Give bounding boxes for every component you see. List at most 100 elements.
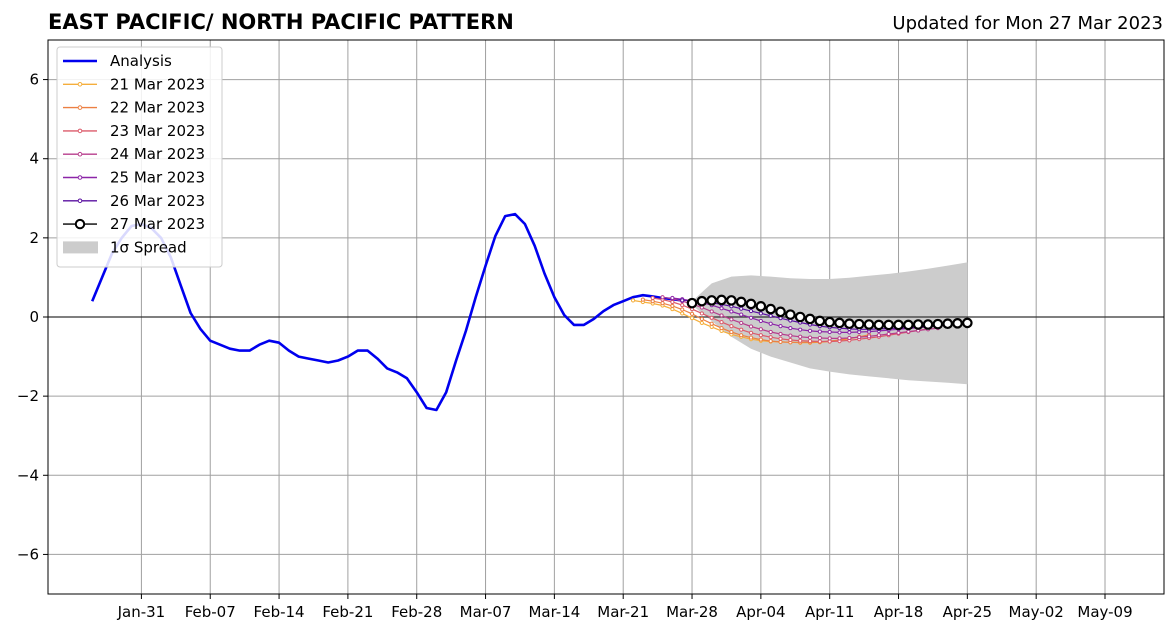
forecast-point bbox=[670, 303, 675, 309]
forecast-point bbox=[699, 311, 704, 316]
forecast-series-24-mar-2023 bbox=[660, 295, 940, 341]
legend-box bbox=[56, 46, 223, 268]
forecast-point bbox=[873, 319, 885, 331]
forecast-point bbox=[876, 333, 881, 338]
forecast-point bbox=[689, 311, 695, 316]
legend-swatch bbox=[63, 241, 98, 254]
forecast-point bbox=[837, 330, 842, 335]
forecast-point bbox=[748, 308, 754, 314]
forecast-point bbox=[932, 318, 944, 330]
forecast-point bbox=[798, 334, 803, 339]
forecast-point bbox=[748, 335, 754, 340]
legend-marker bbox=[77, 105, 83, 110]
forecast-series-27-mar-2023 bbox=[686, 294, 973, 331]
forecast-point bbox=[794, 311, 806, 323]
chart-title: EAST PACIFIC/ NORTH PACIFIC PATTERN bbox=[48, 10, 514, 34]
forecast-point bbox=[680, 307, 685, 312]
forecast-point bbox=[709, 309, 714, 314]
forecast-point bbox=[739, 312, 744, 317]
legend-item: 27 Mar 2023 bbox=[63, 215, 205, 233]
forecast-point bbox=[768, 335, 773, 340]
forecast-point bbox=[824, 316, 835, 328]
forecast-point bbox=[817, 329, 822, 334]
series-layer bbox=[90, 212, 973, 412]
forecast-point bbox=[748, 324, 754, 329]
legend-label: 22 Mar 2023 bbox=[110, 99, 205, 117]
legend-marker bbox=[77, 175, 83, 180]
forecast-point bbox=[696, 295, 708, 307]
y-tick-label: 2 bbox=[29, 229, 39, 247]
legend-label: 24 Mar 2023 bbox=[110, 145, 205, 163]
forecast-point bbox=[903, 319, 914, 331]
legend-label: 1σ Spread bbox=[110, 238, 187, 256]
x-tick-label: Apr-25 bbox=[943, 603, 993, 621]
forecast-point bbox=[837, 336, 842, 341]
forecast-point bbox=[735, 296, 747, 308]
forecast-point bbox=[844, 318, 855, 330]
legend-item: Analysis bbox=[63, 52, 172, 70]
legend-marker bbox=[77, 198, 83, 204]
forecast-point bbox=[788, 333, 793, 338]
forecast-point bbox=[863, 319, 875, 330]
forecast-point bbox=[942, 318, 953, 330]
forecast-point bbox=[893, 319, 904, 331]
y-tick-label: −4 bbox=[17, 466, 39, 484]
forecast-point bbox=[817, 339, 822, 344]
x-tick-label: May-02 bbox=[1009, 603, 1064, 621]
forecast-point bbox=[768, 339, 773, 344]
forecast-point bbox=[640, 297, 645, 302]
forecast-point bbox=[719, 313, 724, 318]
y-tick-label: 4 bbox=[29, 150, 39, 168]
forecast-point bbox=[660, 295, 665, 300]
forecast-point bbox=[883, 319, 894, 331]
legend-item: 1σ Spread bbox=[63, 238, 187, 256]
forecast-point bbox=[748, 315, 754, 320]
forecast-point bbox=[745, 298, 757, 310]
x-tick-label: Mar-07 bbox=[460, 603, 512, 621]
x-tick-label: Feb-07 bbox=[185, 603, 236, 621]
x-tick-label: Apr-04 bbox=[736, 603, 786, 621]
chart-subtitle: Updated for Mon 27 Mar 2023 bbox=[892, 13, 1163, 34]
x-tick-label: May-09 bbox=[1077, 603, 1132, 621]
forecast-point bbox=[706, 295, 718, 306]
forecast-point bbox=[922, 319, 934, 330]
forecast-point bbox=[788, 325, 793, 331]
forecast-point bbox=[689, 316, 695, 321]
forecast-point bbox=[912, 319, 924, 330]
forecast-point bbox=[886, 331, 891, 337]
legend-label: 27 Mar 2023 bbox=[110, 215, 205, 233]
forecast-point bbox=[807, 335, 813, 340]
forecast-point bbox=[785, 309, 796, 320]
forecast-point bbox=[758, 337, 763, 342]
forecast-point bbox=[758, 311, 763, 316]
forecast-point bbox=[729, 309, 734, 314]
forecast-point bbox=[807, 339, 813, 344]
forecast-point bbox=[853, 318, 865, 330]
forecast-point bbox=[834, 317, 845, 329]
forecast-point bbox=[719, 306, 724, 311]
forecast-point bbox=[748, 330, 754, 335]
legend-label: 23 Mar 2023 bbox=[110, 122, 205, 140]
y-tick-label: 0 bbox=[29, 308, 39, 326]
legend-marker bbox=[77, 128, 83, 134]
forecast-point bbox=[739, 306, 744, 311]
x-axis: Jan-31 Feb-07 Feb-14 Feb-21 Feb-28 Mar-07 Mar-… bbox=[117, 594, 1133, 621]
x-tick-label: Mar-21 bbox=[597, 603, 649, 621]
legend-item: 21 Mar 2023 bbox=[63, 75, 205, 93]
forecast-point bbox=[866, 334, 872, 339]
legend-label: 25 Mar 2023 bbox=[110, 169, 205, 187]
forecast-point bbox=[686, 297, 698, 309]
forecast-point bbox=[814, 315, 826, 327]
legend-marker bbox=[77, 82, 83, 87]
forecast-point bbox=[765, 303, 776, 315]
y-tick-label: −2 bbox=[17, 387, 39, 405]
forecast-point bbox=[680, 303, 685, 308]
forecast-point bbox=[716, 294, 727, 306]
legend-marker bbox=[74, 218, 86, 230]
forecast-point bbox=[896, 330, 901, 335]
forecast-point bbox=[670, 295, 675, 301]
legend-item: 22 Mar 2023 bbox=[63, 99, 205, 117]
forecast-point bbox=[768, 329, 773, 335]
forecast-point bbox=[758, 327, 763, 332]
